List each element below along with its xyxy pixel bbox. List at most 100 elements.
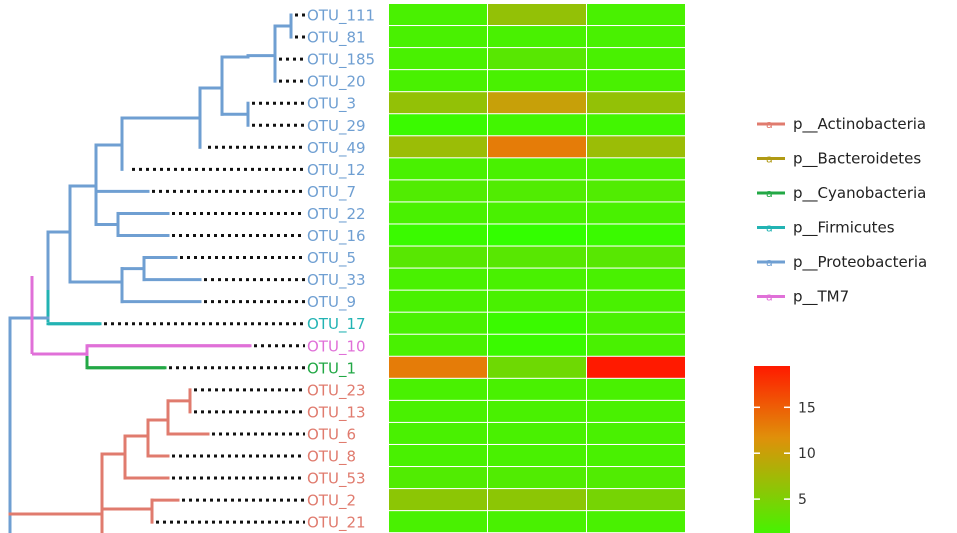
heatmap-cell xyxy=(488,356,586,378)
heatmap-cell xyxy=(587,290,685,312)
heatmap-cell xyxy=(488,136,586,158)
heatmap-cell xyxy=(587,136,685,158)
heatmap-cell xyxy=(587,378,685,400)
tip-label-otu-8: OTU_8 xyxy=(307,448,356,467)
heatmap-cell xyxy=(389,312,487,334)
heatmap-cell xyxy=(389,246,487,268)
heatmap-cell xyxy=(389,202,487,224)
heatmap-cell xyxy=(587,4,685,25)
heatmap-cell xyxy=(587,422,685,444)
heatmap-cell xyxy=(488,268,586,290)
heatmap-cell xyxy=(389,180,487,202)
heatmap-cell xyxy=(587,445,685,466)
heatmap-cell xyxy=(389,114,487,136)
heatmap-cell xyxy=(587,356,685,378)
tip-label-otu-7: OTU_7 xyxy=(307,183,356,202)
heatmap-cell xyxy=(488,70,586,92)
heatmap-cell xyxy=(389,378,487,400)
heatmap-cell xyxy=(389,224,487,246)
heatmap-cell xyxy=(389,136,487,158)
heatmap-cell xyxy=(488,114,586,136)
heatmap-cell xyxy=(488,422,586,444)
tip-labels: OTU_111 OTU_81 OTU_185 OTU_20 OTU_3 OTU_29 OTU… xyxy=(307,7,375,533)
legend-key-glyph: a xyxy=(766,153,773,166)
tip-label-otu-33: OTU_33 xyxy=(307,271,366,290)
heatmap-cell xyxy=(488,26,586,48)
heatmap-cell xyxy=(488,489,586,511)
heatmap-cell xyxy=(389,445,487,466)
legend-key-glyph: a xyxy=(766,222,773,235)
heatmap-cell xyxy=(488,4,586,25)
heatmap-cell xyxy=(389,48,487,70)
tip-label-otu-81: OTU_81 xyxy=(307,29,366,48)
tip-label-otu-13: OTU_13 xyxy=(307,403,366,422)
heatmap-cell xyxy=(488,467,586,489)
tip-label-otu-111: OTU_111 xyxy=(307,7,375,26)
legend-key-glyph: a xyxy=(766,118,773,131)
heatmap-cell xyxy=(488,48,586,70)
heatmap-cell xyxy=(488,92,586,114)
heatmap-cell xyxy=(587,224,685,246)
heatmap-cell xyxy=(587,511,685,533)
heatmap-cell xyxy=(389,158,487,180)
heatmap-cell xyxy=(389,356,487,378)
heatmap-cell xyxy=(389,400,487,422)
tip-label-otu-9: OTU_9 xyxy=(307,293,356,312)
heatmap-cell xyxy=(389,70,487,92)
tip-label-otu-185: OTU_185 xyxy=(307,51,375,70)
heatmap-cell xyxy=(488,378,586,400)
heatmap-cell xyxy=(488,224,586,246)
heatmap-cell xyxy=(488,246,586,268)
heatmap-cell xyxy=(389,511,487,533)
heatmap-cell xyxy=(587,400,685,422)
color-bar-tick-label: 10 xyxy=(798,446,816,462)
legend-label-tm7: p__TM7 xyxy=(793,288,849,307)
tip-label-otu-5: OTU_5 xyxy=(307,249,356,268)
heatmap-cell xyxy=(587,312,685,334)
tip-label-otu-23: OTU_23 xyxy=(307,381,366,400)
heatmap-cell xyxy=(587,158,685,180)
heatmap-cell xyxy=(389,268,487,290)
heatmap-cell xyxy=(587,202,685,224)
tip-label-otu-20: OTU_20 xyxy=(307,73,366,92)
color-bar-gradient xyxy=(754,366,790,533)
heatmap-cell xyxy=(587,92,685,114)
leader-lines xyxy=(104,13,305,524)
tip-label-otu-12: OTU_12 xyxy=(307,161,366,180)
legend-key-glyph: a xyxy=(766,187,773,200)
color-scale-bar: 5 10 15 xyxy=(754,366,816,533)
tip-label-otu-10: OTU_10 xyxy=(307,337,366,356)
legend-key-glyph: a xyxy=(766,291,773,304)
legend-label-bacteroidetes: p__Bacteroidetes xyxy=(793,150,921,169)
legend-key-glyph: a xyxy=(766,256,773,269)
heatmap-cell xyxy=(389,422,487,444)
heatmap-cell xyxy=(587,334,685,356)
legend-label-actinobacteria: p__Actinobacteria xyxy=(793,115,926,134)
heatmap-cell xyxy=(587,180,685,202)
tip-label-otu-3: OTU_3 xyxy=(307,95,356,114)
heatmap-cell xyxy=(488,334,586,356)
tip-label-otu-21: OTU_21 xyxy=(307,514,366,533)
heatmap-cell xyxy=(587,70,685,92)
heatmap-cell xyxy=(488,290,586,312)
heatmap-cell xyxy=(587,26,685,48)
tip-label-otu-6: OTU_6 xyxy=(307,425,356,444)
tip-label-otu-53: OTU_53 xyxy=(307,470,366,489)
heatmap-cell xyxy=(389,489,487,511)
heatmap-cell xyxy=(488,445,586,466)
heatmap-cell xyxy=(488,158,586,180)
heatmap-cell xyxy=(389,26,487,48)
tip-label-otu-16: OTU_16 xyxy=(307,227,366,246)
heatmap-cell xyxy=(587,489,685,511)
tip-label-otu-29: OTU_29 xyxy=(307,117,366,136)
tip-label-otu-22: OTU_22 xyxy=(307,205,366,224)
heatmap-cell xyxy=(488,202,586,224)
phylogenetic-tree xyxy=(8,13,293,533)
color-bar-tick-label: 15 xyxy=(798,400,816,416)
heatmap-cell xyxy=(389,92,487,114)
heatmap-cell xyxy=(488,312,586,334)
heatmap-cell xyxy=(488,400,586,422)
heatmap-cell xyxy=(587,467,685,489)
